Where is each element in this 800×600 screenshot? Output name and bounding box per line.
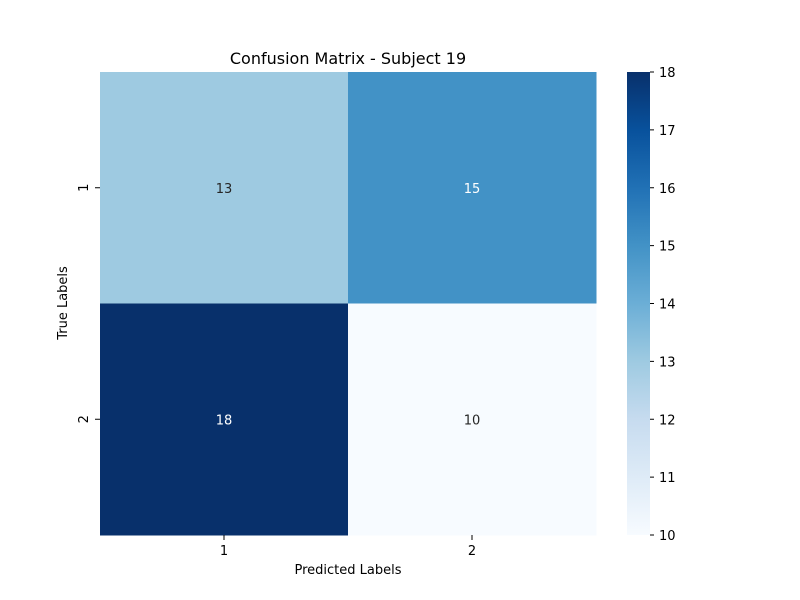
heatmap-cell-r1-c1 bbox=[100, 72, 349, 304]
colorbar-tick-label-12: 12 bbox=[659, 413, 676, 428]
colorbar-tick-label-13: 13 bbox=[659, 355, 676, 370]
colorbar-tick-label-18: 18 bbox=[659, 66, 676, 81]
x-axis-label: Predicted Labels bbox=[294, 563, 401, 578]
colorbar-tick-label-15: 15 bbox=[659, 240, 676, 255]
heatmap-cell-r2-c2 bbox=[348, 303, 597, 536]
cell-value-label-r2-c1: 18 bbox=[216, 413, 233, 428]
heatmap-cell-r2-c1 bbox=[100, 303, 349, 536]
heatmap-cell-labels: 13 15 18 10 bbox=[216, 182, 481, 429]
cell-value-label-r1-c1: 13 bbox=[216, 182, 233, 197]
cell-value-label-r2-c2: 10 bbox=[464, 413, 481, 428]
colorbar-ticks: 10 11 12 13 14 15 16 17 18 bbox=[650, 66, 676, 544]
y-tick-label-2: 2 bbox=[77, 415, 92, 423]
x-tick-label-2: 2 bbox=[468, 544, 476, 559]
y-axis-label: True Labels bbox=[56, 266, 71, 341]
cell-value-label-r1-c2: 15 bbox=[464, 182, 481, 197]
colorbar-tick-label-10: 10 bbox=[659, 529, 676, 544]
colorbar-tick-label-14: 14 bbox=[659, 298, 676, 313]
colorbar bbox=[627, 72, 650, 535]
heatmap-cells bbox=[100, 72, 597, 536]
y-tick-label-1: 1 bbox=[77, 184, 92, 192]
colorbar-tick-label-17: 17 bbox=[659, 124, 676, 139]
x-tick-label-1: 1 bbox=[220, 544, 228, 559]
y-axis-ticks: 12 bbox=[77, 184, 100, 423]
heatmap-cell-r1-c2 bbox=[348, 72, 597, 304]
colorbar-tick-label-16: 16 bbox=[659, 182, 676, 197]
colorbar-tick-label-11: 11 bbox=[659, 471, 676, 486]
chart-title: Confusion Matrix - Subject 19 bbox=[230, 49, 466, 68]
